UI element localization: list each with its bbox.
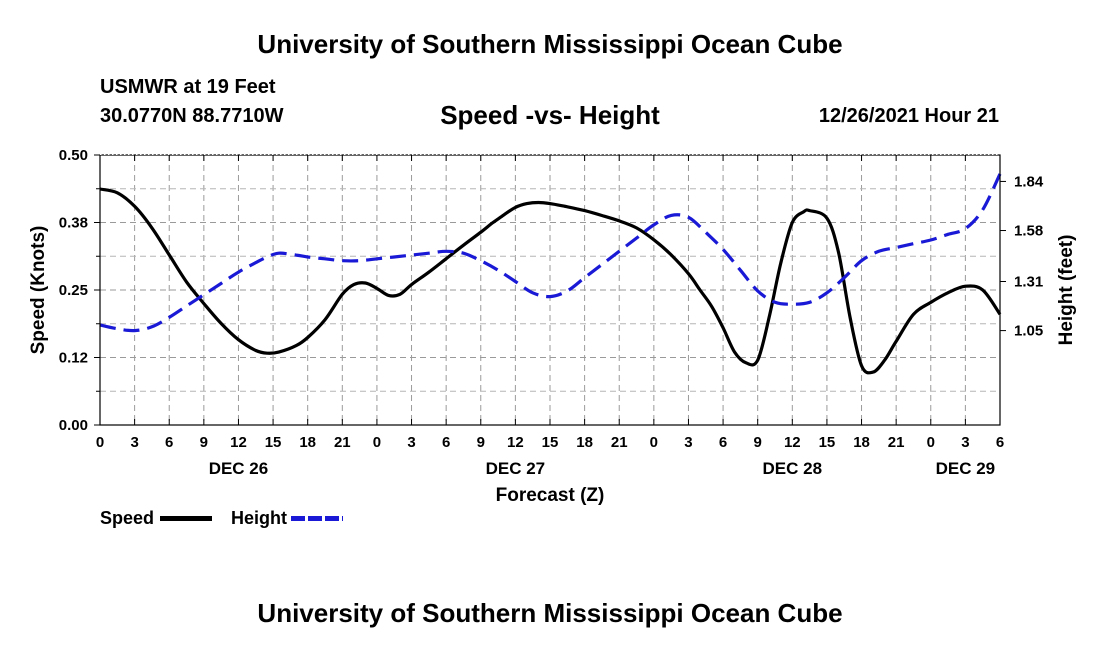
x-tick-label: 9 xyxy=(200,434,208,451)
axes: 0 3 6 9 12 15 18 21 0 3 6 9 12 15 18 21 0 3 6 9 12 15 18 21 0 3 6 0… xyxy=(28,147,1077,506)
x-tick-label: 3 xyxy=(684,434,692,451)
top-title: University of Southern Mississippi Ocean… xyxy=(257,29,843,59)
x-tick-label: 0 xyxy=(650,434,658,451)
legend-speed-label: Speed xyxy=(100,508,155,528)
x-tick-label: 0 xyxy=(96,434,104,451)
date-label: DEC 28 xyxy=(763,459,823,478)
station-name: USMWR at 19 Feet xyxy=(100,76,276,98)
x-tick-label: 6 xyxy=(996,434,1004,451)
x-tick-label: 0 xyxy=(927,434,935,451)
date-label: DEC 29 xyxy=(936,459,996,478)
x-tick-label: 9 xyxy=(477,434,485,451)
x-tick-label: 21 xyxy=(611,434,628,451)
y-left-tick-label: 0.12 xyxy=(59,350,88,367)
x-tick-label: 18 xyxy=(853,434,870,451)
y-right-tick-label: 1.31 xyxy=(1014,274,1043,291)
x-axis-title: Forecast (Z) xyxy=(496,485,605,506)
x-tick-label: 12 xyxy=(784,434,801,451)
x-tick-label: 6 xyxy=(719,434,727,451)
chart-subtitle: Speed -vs- Height xyxy=(440,100,660,130)
x-tick-label: 12 xyxy=(507,434,524,451)
x-tick-label: 3 xyxy=(961,434,969,451)
x-tick-label: 18 xyxy=(299,434,316,451)
bottom-title: University of Southern Mississippi Ocean… xyxy=(257,598,843,628)
y-left-tick-label: 0.00 xyxy=(59,417,88,434)
legend-speed-swatch xyxy=(160,516,212,521)
y-left-tick-label: 0.25 xyxy=(59,282,88,299)
x-tick-label: 12 xyxy=(230,434,247,451)
date-label: DEC 27 xyxy=(486,459,546,478)
x-tick-label: 21 xyxy=(334,434,351,451)
x-tick-label: 9 xyxy=(754,434,762,451)
x-tick-label: 21 xyxy=(888,434,905,451)
y-left-tick-label: 0.50 xyxy=(59,147,88,164)
x-tick-label: 0 xyxy=(373,434,381,451)
y-right-tick-label: 1.05 xyxy=(1014,323,1043,340)
legend-height-label: Height xyxy=(231,508,287,528)
chart-timestamp: 12/26/2021 Hour 21 xyxy=(818,105,999,127)
x-tick-label: 6 xyxy=(442,434,450,451)
grid xyxy=(100,155,1000,425)
series-lines xyxy=(99,173,1002,375)
legend-height-swatch xyxy=(291,516,343,521)
series-line-speed xyxy=(99,187,1002,375)
x-tick-label: 15 xyxy=(819,434,836,451)
x-tick-label: 3 xyxy=(407,434,415,451)
speed-height-chart: 0 3 6 9 12 15 18 21 0 3 6 9 12 15 18 21 0 3 6 9 12 15 18 21 0 3 6 0… xyxy=(28,147,1077,506)
y-right-axis-title: Height (feet) xyxy=(1056,235,1077,346)
x-tick-label: 6 xyxy=(165,434,173,451)
y-left-axis-title: Speed (Knots) xyxy=(28,226,49,355)
x-tick-label: 15 xyxy=(542,434,559,451)
station-coordinates: 30.0770N 88.7710W xyxy=(100,105,284,127)
x-tick-label: 15 xyxy=(265,434,282,451)
date-label: DEC 26 xyxy=(209,459,269,478)
y-right-tick-label: 1.58 xyxy=(1014,223,1043,240)
y-right-tick-label: 1.84 xyxy=(1014,173,1044,190)
series-line-height xyxy=(99,173,1002,333)
x-tick-label: 18 xyxy=(576,434,593,451)
y-left-tick-label: 0.38 xyxy=(59,215,88,232)
x-tick-label: 3 xyxy=(130,434,138,451)
